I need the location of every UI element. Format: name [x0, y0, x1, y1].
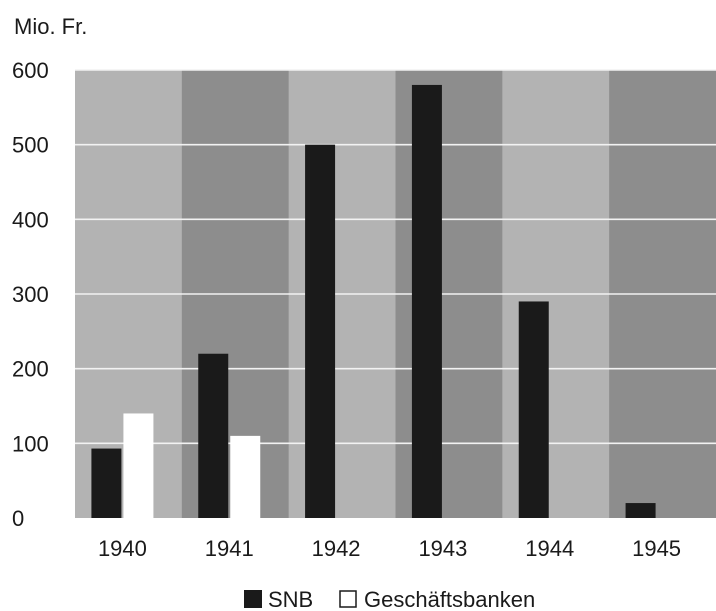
x-tick-label-1943: 1943 [418, 536, 467, 561]
bar-gesch-ftsbanken-1941 [230, 435, 261, 518]
y-tick-label-500: 500 [12, 133, 49, 158]
x-tick-label-1945: 1945 [632, 536, 681, 561]
gridlines [75, 69, 716, 445]
x-tick-label-1941: 1941 [205, 536, 254, 561]
legend-label-snb: SNB [268, 587, 313, 611]
bar-snb-1940 [91, 448, 122, 518]
bar-snb-1943 [411, 84, 442, 518]
bar-snb-1942 [305, 144, 336, 518]
y-tick-label-600: 600 [12, 58, 49, 83]
legend-swatch-geschaeftsbanken [339, 590, 357, 608]
x-tick-label-1942: 1942 [312, 536, 361, 561]
y-tick-label-300: 300 [12, 282, 49, 307]
bar-snb-1945 [625, 503, 656, 518]
bar-gesch-ftsbanken-1940 [123, 413, 154, 518]
y-tick-label-200: 200 [12, 357, 49, 382]
legend-label-geschaeftsbanken: Geschäftsbanken [364, 587, 535, 611]
y-tick-label-400: 400 [12, 207, 49, 232]
legend: SNB Geschäftsbanken [244, 587, 535, 611]
x-tick-label-1940: 1940 [98, 536, 147, 561]
x-tick-label-1944: 1944 [525, 536, 574, 561]
bar-snb-1941 [198, 353, 229, 518]
bar-snb-1944 [518, 301, 549, 518]
bars [91, 84, 656, 518]
y-tick-label-0: 0 [12, 506, 24, 531]
y-tick-label-100: 100 [12, 431, 49, 456]
y-axis-unit-label: Mio. Fr. [14, 14, 87, 39]
x-axis-ticks: 1940 1941 1942 1943 1944 1945 [98, 536, 681, 561]
legend-swatch-snb [244, 590, 262, 608]
y-axis-ticks: 0 100 200 300 400 500 600 [12, 58, 49, 531]
